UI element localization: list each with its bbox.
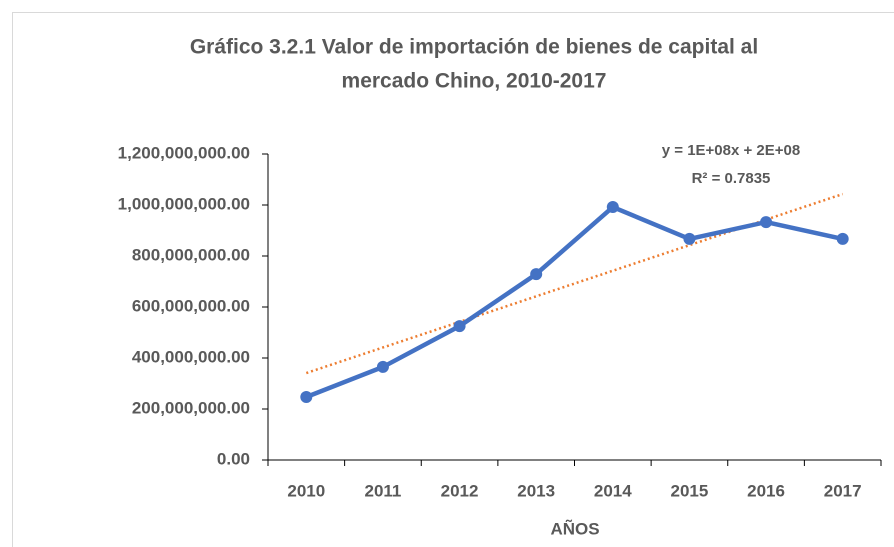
trend-equation: y = 1E+08x + 2E+08: [662, 142, 800, 159]
data-point: [530, 268, 543, 281]
data-point: [606, 201, 619, 214]
data-point: [300, 391, 313, 404]
chart-title: mercado Chino, 2010-2017: [342, 70, 607, 93]
x-tick-label: 2010: [287, 481, 325, 500]
x-tick-label: 2013: [517, 481, 555, 500]
data-point: [683, 232, 696, 245]
data-point: [453, 320, 466, 333]
trend-r2: R² = 0.7835: [692, 170, 771, 187]
x-tick-label: 2012: [441, 481, 479, 500]
y-tick-label: 200,000,000.00: [132, 398, 250, 417]
x-tick-label: 2017: [824, 481, 862, 500]
y-tick-label: 1,000,000,000.00: [118, 194, 250, 213]
x-axis-label: AÑOS: [550, 518, 599, 538]
y-tick-label: 400,000,000.00: [132, 347, 250, 366]
y-tick-label: 800,000,000.00: [132, 245, 250, 264]
chart-frame: [12, 12, 894, 547]
y-tick-label: 0.00: [217, 449, 250, 468]
x-tick-label: 2011: [364, 481, 401, 500]
x-tick-label: 2014: [594, 481, 632, 500]
data-point: [376, 360, 389, 373]
y-tick-label: 1,200,000,000.00: [118, 143, 250, 162]
x-tick-label: 2016: [747, 481, 785, 500]
data-point: [760, 216, 773, 229]
data-point: [836, 232, 849, 245]
x-tick-label: 2015: [671, 481, 709, 500]
series-line: [305, 204, 844, 400]
y-tick-label: 600,000,000.00: [132, 296, 250, 315]
chart-title: Gráfico 3.2.1 Valor de importación de bi…: [190, 36, 758, 59]
